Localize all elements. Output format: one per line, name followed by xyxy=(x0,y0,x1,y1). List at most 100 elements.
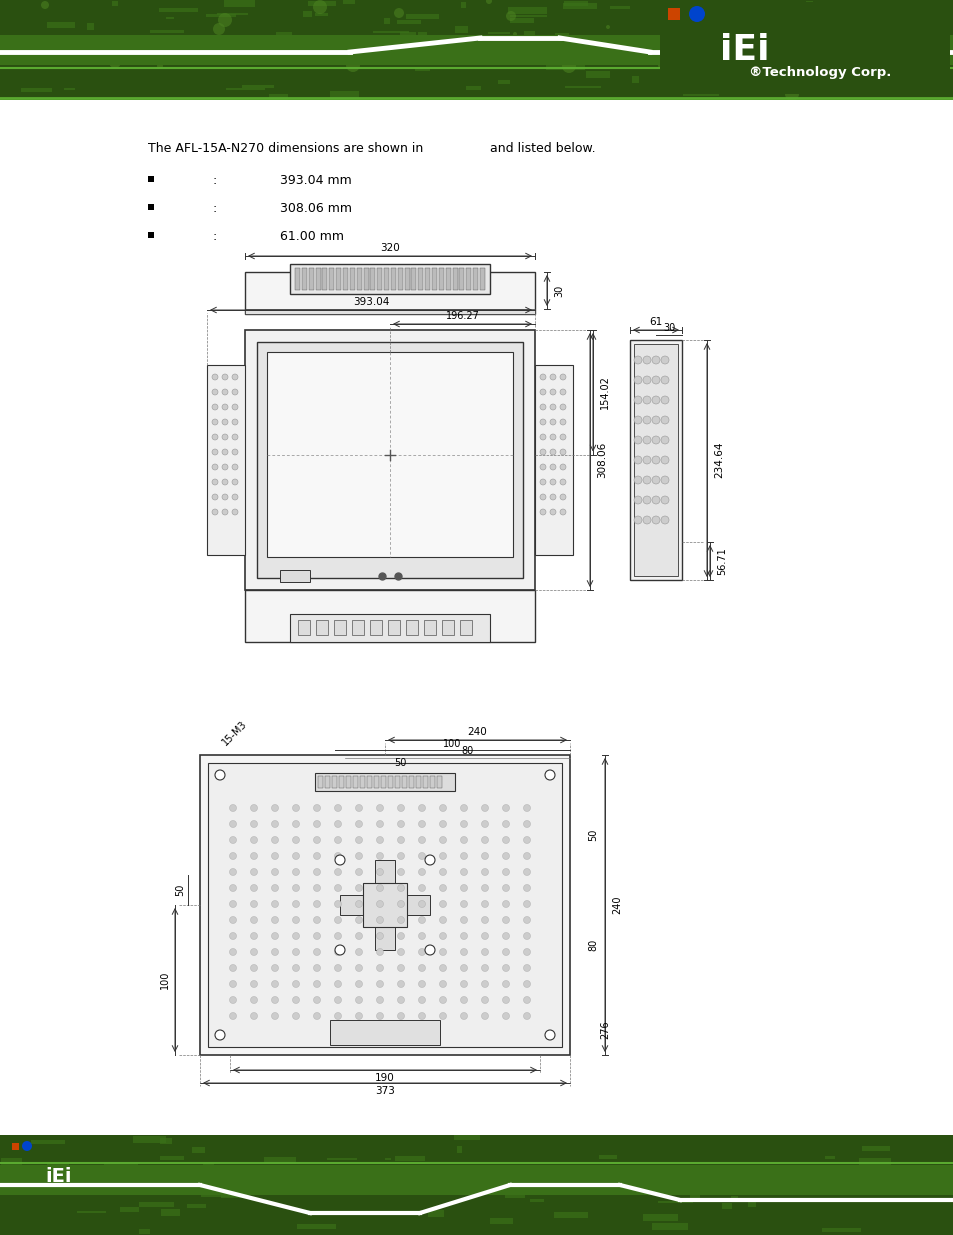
Circle shape xyxy=(884,30,896,42)
Circle shape xyxy=(376,948,383,956)
Bar xyxy=(330,91,358,98)
Bar xyxy=(417,32,427,35)
Circle shape xyxy=(539,464,545,471)
Circle shape xyxy=(293,997,299,1004)
Bar xyxy=(523,31,535,35)
Circle shape xyxy=(460,965,467,972)
Circle shape xyxy=(502,836,509,844)
Bar xyxy=(353,776,357,788)
Circle shape xyxy=(222,419,228,425)
Bar xyxy=(256,342,522,578)
Circle shape xyxy=(335,836,341,844)
Bar xyxy=(679,32,687,35)
Bar xyxy=(226,88,265,90)
Bar xyxy=(47,1162,69,1165)
Circle shape xyxy=(688,6,704,22)
Circle shape xyxy=(550,374,556,380)
Circle shape xyxy=(418,820,425,827)
Bar xyxy=(370,620,381,635)
Text: 100: 100 xyxy=(443,739,461,748)
Circle shape xyxy=(439,916,446,924)
Circle shape xyxy=(376,965,383,972)
Bar xyxy=(689,1194,700,1200)
Circle shape xyxy=(376,997,383,1004)
Bar xyxy=(280,571,310,582)
Bar xyxy=(314,773,455,790)
Circle shape xyxy=(222,479,228,485)
Circle shape xyxy=(355,804,362,811)
Circle shape xyxy=(523,981,530,988)
Circle shape xyxy=(212,509,218,515)
Circle shape xyxy=(293,1013,299,1020)
Bar xyxy=(373,31,409,33)
Circle shape xyxy=(251,852,257,860)
Bar xyxy=(721,1203,731,1209)
Circle shape xyxy=(651,516,659,524)
Circle shape xyxy=(424,855,435,864)
Circle shape xyxy=(481,916,488,924)
Bar xyxy=(459,620,472,635)
Circle shape xyxy=(335,884,341,892)
Circle shape xyxy=(314,948,320,956)
Circle shape xyxy=(660,516,668,524)
Bar xyxy=(148,177,153,182)
Circle shape xyxy=(502,981,509,988)
Circle shape xyxy=(460,804,467,811)
Circle shape xyxy=(376,804,383,811)
Bar xyxy=(325,776,330,788)
Circle shape xyxy=(634,356,641,364)
Bar xyxy=(367,776,372,788)
Circle shape xyxy=(502,948,509,956)
Bar xyxy=(294,268,299,290)
Circle shape xyxy=(397,820,404,827)
Bar xyxy=(838,11,876,14)
Circle shape xyxy=(490,40,501,51)
Bar xyxy=(123,58,132,64)
Circle shape xyxy=(523,852,530,860)
Bar xyxy=(476,62,497,65)
Circle shape xyxy=(481,948,488,956)
Circle shape xyxy=(481,820,488,827)
Circle shape xyxy=(550,494,556,500)
Circle shape xyxy=(603,57,607,61)
Circle shape xyxy=(642,375,650,384)
Bar xyxy=(139,1202,173,1207)
Circle shape xyxy=(212,494,218,500)
Text: 80: 80 xyxy=(587,939,598,951)
Bar xyxy=(245,309,535,314)
Circle shape xyxy=(212,450,218,454)
Circle shape xyxy=(22,1141,32,1151)
Circle shape xyxy=(485,0,492,4)
Circle shape xyxy=(481,836,488,844)
Circle shape xyxy=(397,900,404,908)
Circle shape xyxy=(272,820,278,827)
Bar xyxy=(395,1156,424,1161)
Circle shape xyxy=(230,836,236,844)
Bar xyxy=(690,61,706,68)
Bar xyxy=(682,89,719,96)
Circle shape xyxy=(550,433,556,440)
Text: 196.27: 196.27 xyxy=(445,311,479,321)
Bar xyxy=(631,77,639,83)
Circle shape xyxy=(251,997,257,1004)
Circle shape xyxy=(781,30,785,35)
Circle shape xyxy=(230,916,236,924)
Bar xyxy=(821,1228,861,1233)
Bar xyxy=(389,53,396,61)
Circle shape xyxy=(214,1030,225,1040)
Circle shape xyxy=(314,868,320,876)
Text: 240: 240 xyxy=(467,727,487,737)
Bar xyxy=(504,1194,524,1198)
Circle shape xyxy=(232,464,237,471)
Circle shape xyxy=(293,981,299,988)
Text: 308.06 mm: 308.06 mm xyxy=(280,201,352,215)
Bar xyxy=(363,268,368,290)
Text: 30: 30 xyxy=(554,284,563,296)
Circle shape xyxy=(559,464,565,471)
Bar xyxy=(314,1167,346,1170)
Circle shape xyxy=(460,884,467,892)
Bar xyxy=(490,1218,513,1224)
Circle shape xyxy=(502,804,509,811)
Bar xyxy=(159,7,198,12)
Text: 154.02: 154.02 xyxy=(599,375,609,409)
